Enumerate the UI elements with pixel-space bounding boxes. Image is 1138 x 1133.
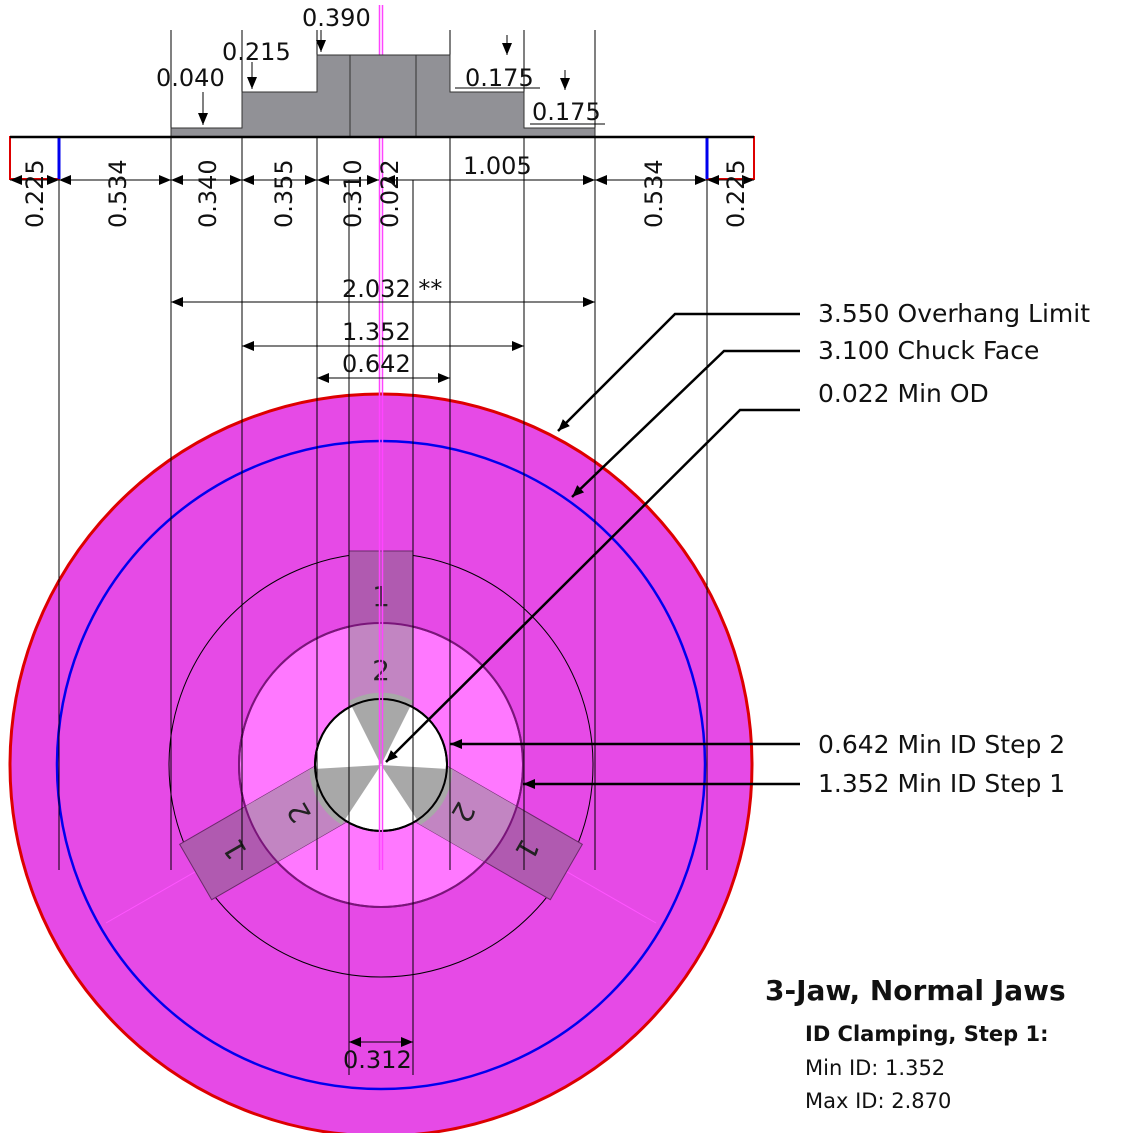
- part-min-id: [309, 692, 453, 832]
- jaw-gap-label: 0.312: [343, 1046, 412, 1074]
- width-label-3: 0.355: [270, 159, 298, 228]
- chuck-face-circle: [55, 439, 707, 1091]
- setup-subtitle: ID Clamping, Step 1:: [805, 1022, 1048, 1046]
- max-id-value: Max ID: 2.870: [805, 1089, 951, 1113]
- callout-overhang-limit: 3.550 Overhang Limit: [818, 299, 1090, 328]
- height-label-0: 0.390: [302, 4, 371, 32]
- callout-min-id-step2: 0.642 Min ID Step 2: [818, 730, 1065, 759]
- callout-min-od: 0.022 Min OD: [818, 379, 989, 408]
- height-label-1: 0.215: [222, 38, 291, 66]
- diameter-overall-label: 2.032 **: [342, 275, 442, 303]
- height-label-4: 0.175: [532, 98, 601, 126]
- width-label-7: 0.534: [640, 159, 668, 228]
- width-label-6: 1.005: [463, 152, 532, 180]
- height-label-3: 0.175: [465, 64, 534, 92]
- jaw-top-step1-label: 1: [372, 580, 390, 613]
- extension-lines: [58, 30, 708, 1075]
- width-label-8: 0.225: [722, 159, 750, 228]
- width-label-4: 0.310: [339, 159, 367, 228]
- height-label-2: 0.040: [156, 64, 225, 92]
- diameter-step2-label: 0.642: [342, 350, 411, 378]
- callout-min-id-step1: 1.352 Min ID Step 1: [818, 769, 1065, 798]
- min-id-value: Min ID: 1.352: [805, 1056, 945, 1080]
- width-label-0: 0.225: [21, 159, 49, 228]
- jaw-top-step2-label: 2: [372, 654, 390, 687]
- width-label-1: 0.534: [104, 159, 132, 228]
- jaw-profile: [9, 54, 755, 180]
- width-label-5: 0.022: [376, 159, 404, 228]
- callout-chuck-face: 3.100 Chuck Face: [818, 336, 1039, 365]
- setup-title: 3-Jaw, Normal Jaws: [765, 974, 1066, 1007]
- diameter-step1-label: 1.352: [342, 318, 411, 346]
- width-label-2: 0.340: [194, 159, 222, 228]
